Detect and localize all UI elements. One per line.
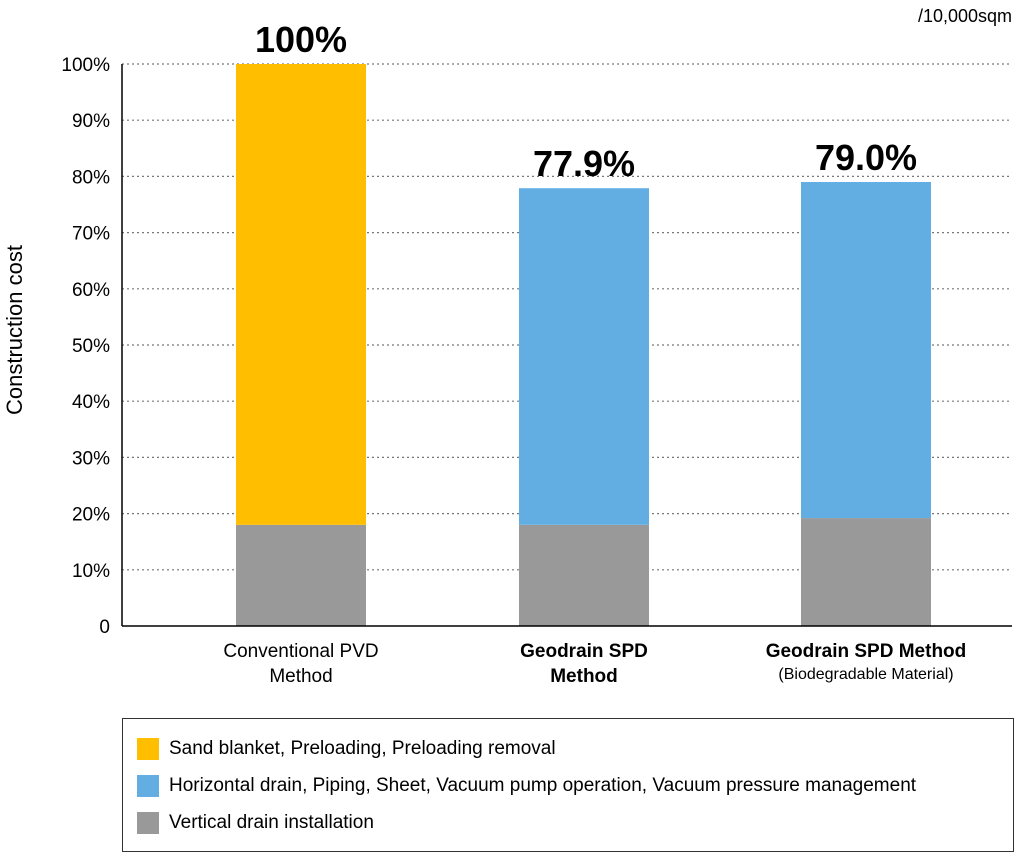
- x-category-label: Conventional PVD: [223, 641, 378, 662]
- unit-note: /10,000sqm: [918, 6, 1012, 26]
- bar-segment: [236, 524, 366, 626]
- total-value-label: 100%: [255, 19, 347, 60]
- y-tick-label: 30%: [72, 448, 110, 469]
- bar-segment: [519, 188, 649, 525]
- bar-chart: 0 10% 20% 30% 40% 50% 60% 70% 80% 90% 100% 100% Conv…: [2, 6, 1012, 687]
- y-tick-label: 100%: [61, 55, 110, 76]
- y-tick-label: 80%: [72, 167, 110, 188]
- total-value-label: 79.0%: [815, 137, 917, 178]
- x-category-label-line2: (Biodegradable Material): [778, 666, 953, 683]
- bar-segment: [801, 182, 931, 519]
- legend: Sand blanket, Preloading, Preloading rem…: [122, 718, 1014, 852]
- y-tick-label: 90%: [72, 111, 110, 132]
- total-value-label: 77.9%: [533, 143, 635, 184]
- y-tick-label: 60%: [72, 280, 110, 301]
- y-tick-label: 0: [99, 617, 110, 638]
- x-category-label-line2: Method: [269, 666, 332, 687]
- y-tick-label: 20%: [72, 505, 110, 526]
- legend-swatch-horizontal-drain: [137, 775, 159, 797]
- legend-swatch-sand-blanket: [137, 738, 159, 760]
- y-tick-label: 40%: [72, 392, 110, 413]
- y-tick-label: 10%: [72, 561, 110, 582]
- y-tick-label: 50%: [72, 336, 110, 357]
- legend-item-vertical-drain: Vertical drain installation: [137, 811, 374, 835]
- legend-label-horizontal-drain: Horizontal drain, Piping, Sheet, Vacuum …: [169, 775, 917, 796]
- bar-segment: [801, 518, 931, 626]
- bar-segment: [236, 64, 366, 525]
- legend-label-sand-blanket: Sand blanket, Preloading, Preloading rem…: [169, 738, 556, 759]
- y-axis-title: Construction cost: [2, 245, 27, 415]
- legend-label-vertical-drain: Vertical drain installation: [169, 812, 374, 833]
- y-tick-label: 70%: [72, 224, 110, 245]
- legend-swatch-vertical-drain: [137, 812, 159, 834]
- x-category-label: Geodrain SPD Method: [766, 641, 967, 662]
- x-category-label: Geodrain SPD: [520, 641, 648, 662]
- legend-item-horizontal-drain: Horizontal drain, Piping, Sheet, Vacuum …: [137, 774, 916, 798]
- legend-item-sand-blanket: Sand blanket, Preloading, Preloading rem…: [137, 737, 556, 761]
- bar-segment: [519, 524, 649, 626]
- x-category-label-line2: Method: [550, 666, 618, 687]
